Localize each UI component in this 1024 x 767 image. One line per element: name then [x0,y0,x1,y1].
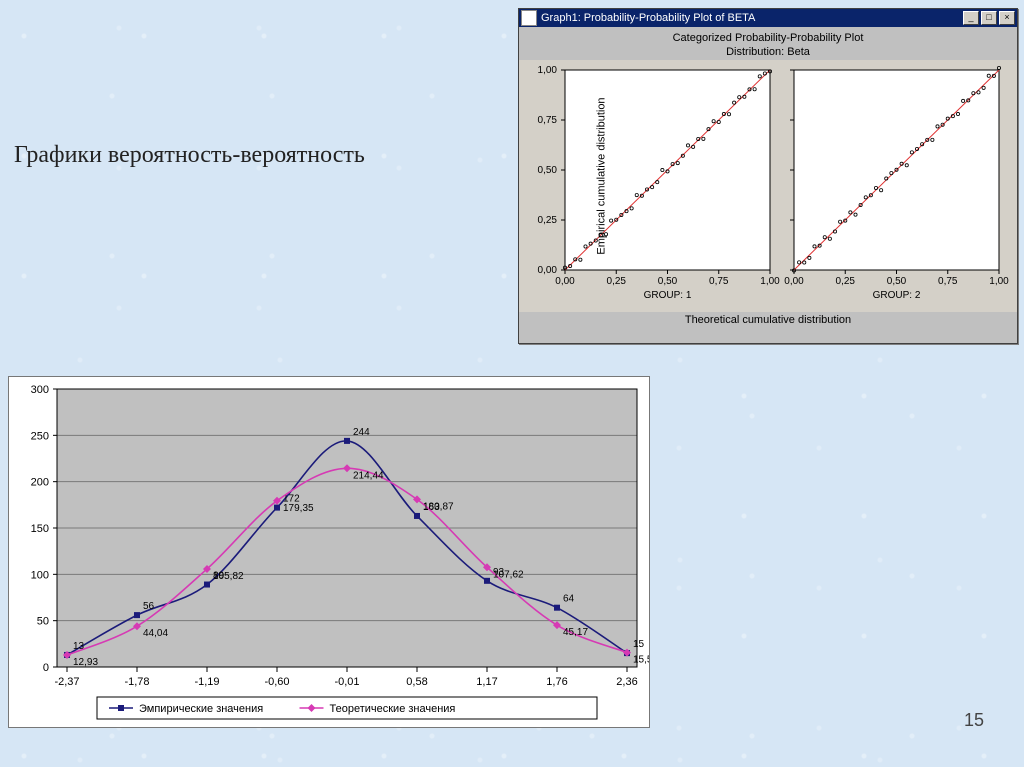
svg-text:12,93: 12,93 [73,657,98,668]
svg-text:0,50: 0,50 [538,165,558,176]
svg-text:107,62: 107,62 [493,569,524,580]
pp-plot-svg: 0,000,000,250,250,500,500,750,751,001,00… [519,60,1017,312]
svg-text:44,04: 44,04 [143,628,168,639]
pp-plot-title-1: Categorized Probability-Probability Plot [519,31,1017,45]
svg-text:1,00: 1,00 [538,65,558,76]
svg-text:-0,01: -0,01 [334,676,359,688]
svg-text:1,76: 1,76 [546,676,567,688]
svg-text:1,00: 1,00 [760,276,780,287]
svg-text:214,44: 214,44 [353,470,384,481]
svg-text:300: 300 [31,384,49,396]
svg-text:Теоретические значения: Теоретические значения [330,703,456,715]
svg-text:1,00: 1,00 [989,276,1009,287]
pp-plot-title-2: Distribution: Beta [519,45,1017,59]
close-button[interactable]: × [999,11,1015,25]
svg-text:244: 244 [353,427,370,438]
distribution-chart: 0 50 100 150 200 250 300 -2,37 -1,78 -1,19 -0,60 -0… [8,376,650,728]
svg-text:Эмпирические значения: Эмпирические значения [139,703,263,715]
svg-text:179,35: 179,35 [283,503,314,514]
svg-text:-1,19: -1,19 [194,676,219,688]
svg-text:1,17: 1,17 [476,676,497,688]
graph-icon [521,10,537,26]
pp-plot-xlabel: Theoretical cumulative distribution [519,314,1017,326]
pp-plot-titles: Categorized Probability-Probability Plot… [519,27,1017,60]
pp-plot-window: Graph1: Probability-Probability Plot of … [518,8,1018,344]
window-titlebar: Graph1: Probability-Probability Plot of … [519,9,1017,27]
svg-text:0,00: 0,00 [784,276,804,287]
distribution-chart-svg: 0 50 100 150 200 250 300 -2,37 -1,78 -1,19 -0,60 -0… [9,377,649,727]
svg-text:150: 150 [31,523,49,535]
window-title: Graph1: Probability-Probability Plot of … [541,12,755,24]
minimize-button[interactable]: _ [963,11,979,25]
svg-text:0,75: 0,75 [938,276,958,287]
svg-text:100: 100 [31,569,49,581]
svg-text:0,75: 0,75 [538,115,558,126]
svg-text:0,25: 0,25 [607,276,627,287]
svg-text:GROUP: 2: GROUP: 2 [873,290,921,301]
svg-text:180,87: 180,87 [423,501,454,512]
slide-title: Графики вероятность-вероятность [14,140,394,170]
page-number: 15 [964,710,984,731]
svg-text:56: 56 [143,601,155,612]
svg-text:0,00: 0,00 [538,265,558,276]
svg-text:15: 15 [633,639,645,650]
maximize-button[interactable]: □ [981,11,997,25]
svg-text:250: 250 [31,430,49,442]
svg-text:0,50: 0,50 [658,276,678,287]
svg-text:0,25: 0,25 [836,276,856,287]
svg-text:0,25: 0,25 [538,215,558,226]
svg-text:-2,37: -2,37 [54,676,79,688]
svg-text:15,58: 15,58 [633,655,649,666]
svg-text:105,82: 105,82 [213,571,244,582]
svg-text:-1,78: -1,78 [124,676,149,688]
svg-text:GROUP: 1: GROUP: 1 [644,290,692,301]
svg-text:0,75: 0,75 [709,276,729,287]
svg-text:0,58: 0,58 [406,676,427,688]
svg-text:45,17: 45,17 [563,627,588,638]
svg-text:64: 64 [563,594,575,605]
svg-text:200: 200 [31,477,49,489]
svg-text:0: 0 [43,662,49,674]
svg-text:50: 50 [37,616,49,628]
svg-text:0,50: 0,50 [887,276,907,287]
svg-text:2,36: 2,36 [616,676,637,688]
svg-text:-0,60: -0,60 [264,676,289,688]
pp-plot-ylabel: Empirical cumulative distribution [596,97,608,254]
svg-text:0,00: 0,00 [555,276,575,287]
